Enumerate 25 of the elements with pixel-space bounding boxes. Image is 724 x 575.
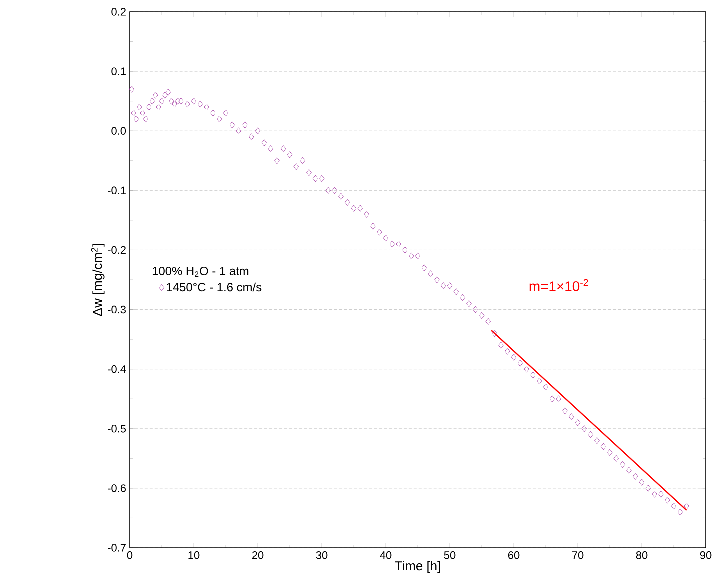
x-axis-title: Time [h] [395, 561, 440, 574]
y-tick-label: 0.2 [112, 8, 126, 16]
y-tick-label: -0.6 [108, 484, 126, 492]
x-tick-label: 60 [508, 552, 520, 560]
x-tick-label: 0 [127, 552, 133, 560]
annotation: m=1×10$^{-2}$ [530, 279, 588, 292]
y-axis-title: Δw [mg/cm$^{2}$] [91, 244, 105, 316]
y-tick-label: 0.0 [112, 127, 126, 135]
x-tick-label: 50 [444, 552, 456, 560]
y-tick-label: -0.5 [108, 425, 126, 433]
x-tick-label: 70 [572, 552, 584, 560]
legend-label: 1450°C - 1.6 cm/s [167, 282, 262, 292]
x-tick-label: 90 [700, 552, 712, 560]
x-tick-label: 30 [316, 552, 328, 560]
y-tick-label: -0.1 [108, 186, 126, 195]
y-tick-label: -0.2 [108, 246, 126, 254]
y-tick-label: 0.1 [112, 68, 126, 76]
x-tick-label: 40 [380, 552, 392, 560]
x-tick-label: 10 [188, 552, 200, 560]
y-tick-label: -0.7 [108, 544, 126, 552]
x-tick-label: 80 [636, 552, 648, 560]
y-tick-label: -0.4 [108, 365, 126, 374]
legend-title: 100% H$_{2}$O - 1 atm [152, 267, 249, 278]
x-tick-label: 20 [252, 552, 264, 560]
y-tick-label: -0.3 [108, 306, 126, 314]
